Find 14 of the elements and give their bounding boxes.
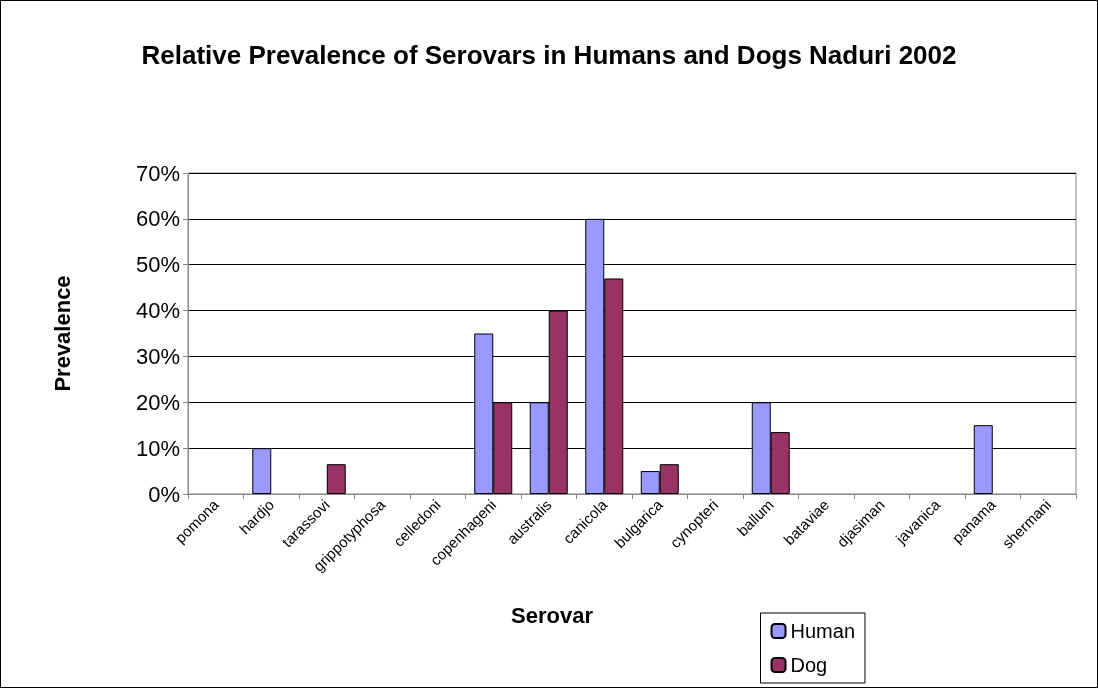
x-axis-title: Serovar <box>511 602 594 628</box>
y-tick-label: 50% <box>135 252 180 278</box>
chart-title: Relative Prevalence of Serovars in Humans and Dogs Naduri 2002 <box>141 40 957 70</box>
y-axis-title: Prevalence <box>49 275 75 392</box>
legend-label: Dog <box>790 654 828 676</box>
legend-label: Human <box>790 620 856 642</box>
y-tick-label: 60% <box>135 206 180 232</box>
y-tick-label: 30% <box>135 343 180 369</box>
y-tick-label: 20% <box>135 389 180 415</box>
y-tick-label: 70% <box>135 160 180 186</box>
bar <box>326 464 346 494</box>
y-tick-label: 40% <box>135 298 180 324</box>
y-tick-label: 0% <box>148 481 180 507</box>
y-tick-label: 10% <box>135 435 180 461</box>
